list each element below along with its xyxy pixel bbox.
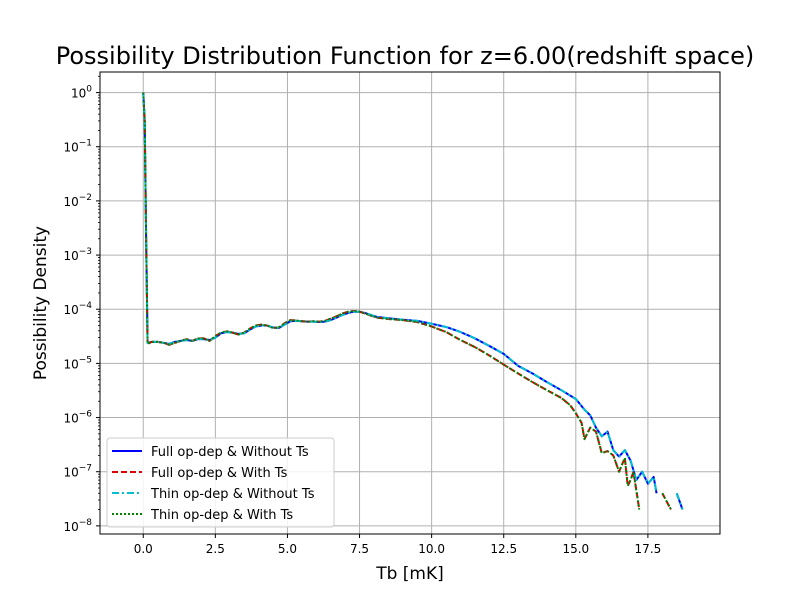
y-tick-base: 10 bbox=[63, 412, 78, 426]
y-tick-exponent: 0 bbox=[86, 85, 92, 95]
y-tick-base: 10 bbox=[63, 249, 78, 263]
y-tick-label: 10−5 bbox=[63, 355, 92, 371]
y-axis-label: Possibility Density bbox=[31, 226, 51, 380]
x-tick-label: 7.5 bbox=[350, 542, 369, 556]
y-tick-exponent: −6 bbox=[79, 410, 93, 420]
y-tick-base: 10 bbox=[63, 195, 78, 209]
series-2-line bbox=[142, 92, 641, 510]
y-tick-base: 10 bbox=[63, 357, 78, 371]
y-tick-label: 10−8 bbox=[63, 518, 92, 534]
x-axis-label: Tb [mK] bbox=[375, 564, 444, 584]
y-tick-exponent: −4 bbox=[79, 301, 93, 311]
y-tick-label: 10−6 bbox=[63, 410, 92, 426]
x-tick-label: 2.5 bbox=[206, 542, 225, 556]
series-layer bbox=[142, 92, 684, 511]
y-tick-exponent: −5 bbox=[79, 355, 92, 365]
legend: Full op-dep & Without Ts Full op-dep & Wi… bbox=[106, 437, 335, 528]
legend-label-2: Full op-dep & With Ts bbox=[151, 466, 288, 481]
legend-box bbox=[106, 437, 335, 528]
y-tick-exponent: −3 bbox=[79, 247, 92, 257]
legend-label-1: Full op-dep & Without Ts bbox=[151, 445, 309, 460]
y-tick-base: 10 bbox=[63, 303, 78, 317]
x-tick-label: 12.5 bbox=[490, 542, 517, 556]
y-tick-base: 10 bbox=[63, 520, 78, 534]
y-tick-exponent: −2 bbox=[79, 193, 92, 203]
y-tick-base: 10 bbox=[63, 466, 78, 480]
x-tick-label: 17.5 bbox=[635, 542, 662, 556]
grid-lines bbox=[100, 72, 720, 534]
series-3-tail-line bbox=[675, 492, 684, 510]
y-tick-label: 10−3 bbox=[63, 247, 92, 263]
series-4-line bbox=[142, 92, 641, 510]
y-tick-exponent: −8 bbox=[79, 518, 93, 528]
chart-title: Possibility Distribution Function for z=… bbox=[56, 42, 755, 70]
x-tick-label: 5.0 bbox=[278, 542, 297, 556]
y-tick-exponent: −1 bbox=[79, 139, 92, 149]
y-tick-label: 10−4 bbox=[63, 301, 92, 317]
series-3-line bbox=[142, 92, 658, 494]
y-tick-label: 10−1 bbox=[63, 139, 92, 155]
y-tick-base: 10 bbox=[71, 87, 86, 101]
x-tick-label: 0.0 bbox=[134, 542, 153, 556]
y-tick-label: 10−7 bbox=[63, 464, 92, 480]
y-tick-label: 100 bbox=[71, 85, 92, 101]
x-axis-ticks: 0.0 2.5 5.0 7.5 10.0 12.5 15.0 17.5 bbox=[134, 534, 662, 556]
series-4-tail-line bbox=[661, 492, 672, 511]
plot-frame bbox=[99, 71, 721, 535]
legend-label-3: Thin op-dep & Without Ts bbox=[150, 487, 315, 502]
x-tick-label: 10.0 bbox=[418, 542, 445, 556]
series-4-group bbox=[142, 92, 672, 511]
x-tick-label: 15.0 bbox=[562, 542, 589, 556]
series-3-group bbox=[142, 92, 684, 510]
y-tick-exponent: −7 bbox=[79, 464, 92, 474]
y-tick-base: 10 bbox=[63, 141, 78, 155]
y-tick-label: 10−2 bbox=[63, 193, 92, 209]
legend-label-4: Thin op-dep & With Ts bbox=[150, 508, 293, 523]
